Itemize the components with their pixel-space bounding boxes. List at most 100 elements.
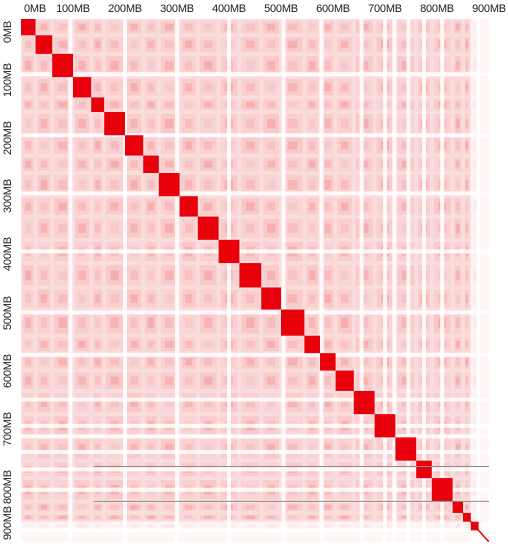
contact-core — [78, 101, 86, 108]
contact-core — [25, 376, 32, 385]
contact-core — [147, 179, 155, 190]
contact-block — [283, 113, 303, 134]
contact-block — [181, 21, 196, 34]
contact-block — [106, 37, 123, 52]
contact-core — [185, 376, 193, 385]
contact-core — [25, 317, 32, 328]
contact-block — [306, 55, 318, 76]
contact-heatmap[interactable] — [21, 19, 489, 542]
contact-core — [309, 23, 316, 31]
contact-block — [241, 372, 260, 389]
contact-core — [267, 179, 276, 190]
contact-block — [181, 113, 196, 134]
contact-block — [127, 21, 142, 34]
contact-block — [145, 355, 157, 369]
contact-core — [309, 444, 316, 454]
contact-block — [93, 503, 103, 511]
contact-block — [263, 113, 279, 134]
contact-core — [110, 340, 119, 348]
contact-core — [465, 223, 469, 233]
contact-core — [360, 118, 369, 129]
contact-block — [306, 174, 318, 195]
contact-core — [110, 141, 119, 150]
contact-core — [58, 23, 67, 31]
contact-block — [127, 503, 142, 511]
contact-block — [93, 355, 103, 369]
contact-block — [75, 289, 90, 308]
contact-core — [185, 270, 193, 281]
contact-block — [283, 137, 303, 154]
contact-core — [401, 141, 410, 150]
contact-block — [54, 21, 71, 34]
contact-block — [145, 55, 157, 76]
contact-core — [204, 270, 213, 281]
contact-core — [185, 60, 193, 71]
contact-core — [40, 223, 48, 233]
contact-block — [127, 337, 142, 352]
contact-core — [40, 23, 48, 31]
contact-block — [465, 265, 469, 286]
contact-core — [341, 60, 349, 71]
contact-core — [455, 223, 460, 233]
contact-core — [360, 223, 369, 233]
contact-block — [106, 79, 123, 96]
contact-core — [110, 504, 119, 510]
contact-core — [95, 270, 101, 281]
contact-block — [241, 198, 260, 215]
contact-block — [322, 157, 334, 171]
contact-core — [165, 23, 174, 31]
contact-core — [185, 118, 193, 129]
contact-block — [283, 218, 303, 238]
contact-core — [204, 397, 213, 408]
contact-core — [455, 340, 460, 348]
contact-core — [455, 376, 460, 385]
contact-core — [40, 83, 48, 92]
contact-core — [360, 23, 369, 31]
heatmap-plot-area[interactable] — [21, 19, 489, 542]
contact-core — [401, 376, 410, 385]
contact-block — [181, 37, 196, 52]
contact-core — [165, 202, 174, 211]
contact-block — [465, 198, 469, 215]
contact-core — [401, 358, 410, 366]
contact-core — [245, 504, 255, 510]
contact-core — [40, 397, 48, 408]
contact-core — [78, 444, 86, 454]
contact-block — [337, 79, 352, 96]
contact-block — [93, 113, 103, 134]
contact-core — [267, 23, 276, 31]
contact-block — [37, 99, 51, 110]
y-tick-label: 800MB — [2, 470, 14, 504]
contact-core — [204, 118, 213, 129]
contact-block — [199, 355, 217, 369]
contact-core — [58, 83, 67, 92]
contact-block — [263, 21, 279, 34]
contact-core — [465, 397, 469, 408]
sparse-region-bottom — [21, 521, 489, 542]
contact-block — [145, 37, 157, 52]
contact-block — [127, 99, 142, 110]
contact-block — [75, 137, 90, 154]
gap-column — [392, 19, 397, 542]
contact-block — [37, 157, 51, 171]
contact-block — [337, 55, 352, 76]
contact-core — [204, 294, 213, 303]
contact-block — [37, 337, 51, 352]
contact-core — [288, 160, 298, 168]
contact-block — [263, 503, 279, 511]
contact-core — [341, 202, 349, 211]
contact-block — [23, 137, 34, 154]
diagonal-domain — [335, 370, 354, 391]
contact-core — [130, 23, 138, 31]
contact-block — [54, 198, 71, 215]
contact-core — [110, 179, 119, 190]
contact-core — [165, 397, 174, 408]
contact-block — [75, 355, 90, 369]
contact-block — [54, 113, 71, 134]
contact-block — [160, 514, 178, 520]
contact-block — [106, 174, 123, 195]
contact-core — [401, 223, 410, 233]
contact-block — [306, 21, 318, 34]
sparse-region-right — [470, 19, 489, 542]
contact-block — [322, 503, 334, 511]
